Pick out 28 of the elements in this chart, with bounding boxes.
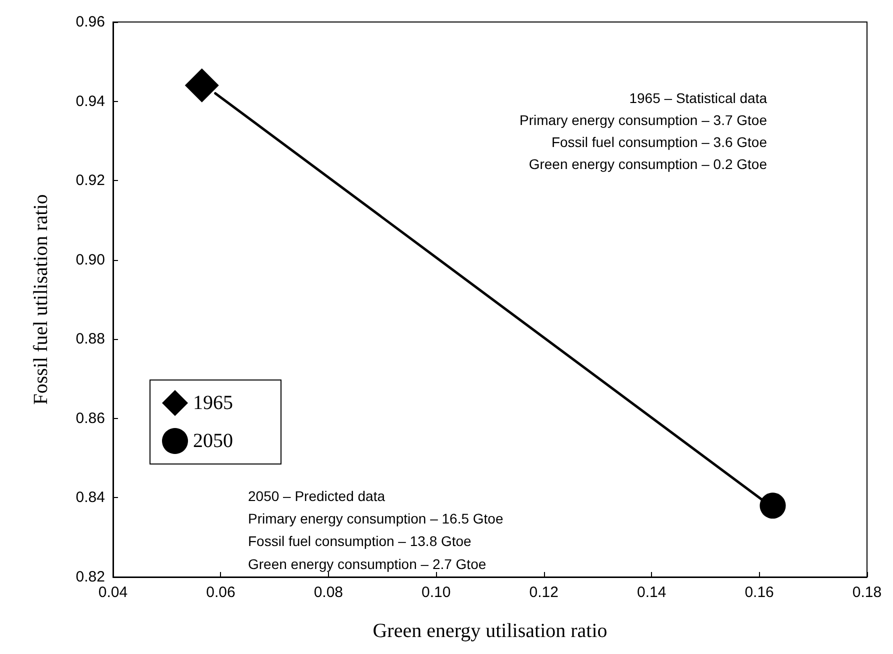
annotation: Primary energy consumption – 3.7 Gtoe	[520, 112, 768, 128]
annotation: Green energy consumption – 0.2 Gtoe	[528, 156, 768, 172]
annotation: Fossil fuel consumption – 3.6 Gtoe	[551, 134, 768, 150]
annotation: Primary energy consumption – 16.5 Gtoe	[248, 510, 504, 527]
x-tick-label: 0.14	[636, 584, 666, 601]
y-tick-label: 0.86	[76, 410, 105, 427]
y-tick-label: 0.82	[76, 568, 105, 586]
y-tick-label: 0.94	[76, 92, 105, 110]
x-tick-label: 0.18	[852, 584, 882, 601]
annotation: Fossil fuel consumption – 13.8 Gtoe	[248, 533, 472, 550]
annotation: Green energy consumption – 2.7 Gtoe	[248, 556, 486, 572]
legend-label: 2050	[193, 430, 233, 452]
y-tick-label: 0.90	[76, 251, 105, 268]
annotation: 2050 – Predicted data	[248, 488, 386, 504]
x-tick-label: 0.06	[206, 584, 236, 601]
x-tick-label: 0.12	[529, 584, 558, 601]
annotation: 1965 – Statistical data	[629, 90, 768, 106]
x-tick-label: 0.08	[314, 584, 344, 601]
x-tick-label: 0.04	[98, 584, 128, 601]
x-tick-label: 0.16	[744, 584, 774, 601]
y-tick-label: 0.96	[76, 14, 105, 30]
legend-label: 1965	[193, 392, 233, 414]
y-tick-label: 0.84	[76, 489, 105, 506]
y-tick-label: 0.88	[76, 330, 105, 348]
x-axis-title: Green energy utilisation ratio	[372, 620, 608, 642]
y-axis-title: Fossil fuel utilisation ratio	[30, 194, 52, 405]
y-tick-label: 0.92	[76, 172, 105, 190]
x-tick-label: 0.10	[422, 584, 451, 601]
